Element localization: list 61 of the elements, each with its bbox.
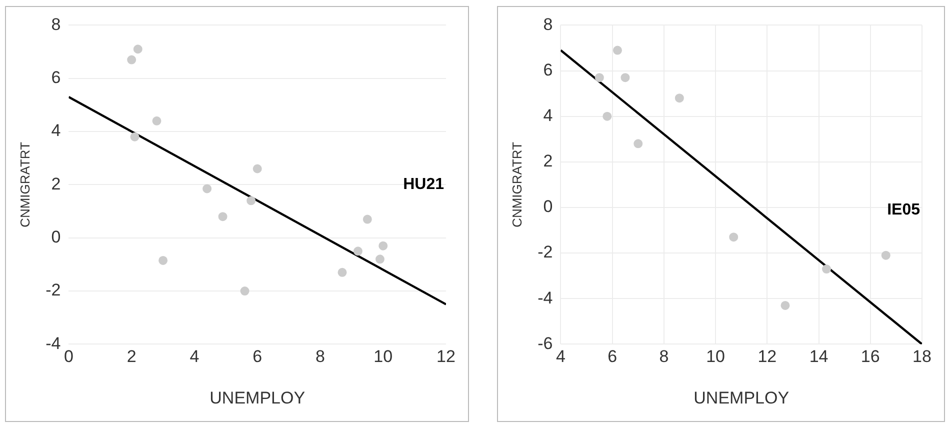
x-axis-title: UNEMPLOY (210, 388, 306, 408)
y-tick-label: 8 (51, 14, 61, 34)
y-tick-label: 4 (543, 106, 553, 126)
point (375, 254, 384, 264)
y-tick-label: 8 (543, 14, 553, 34)
point (127, 55, 136, 64)
x-tick-label: 10 (706, 347, 726, 366)
point (133, 44, 142, 54)
point (240, 286, 250, 296)
x-tick-label: 14 (809, 347, 828, 366)
x-tick-label: 8 (316, 347, 325, 366)
point (620, 73, 630, 82)
y-axis-title: CNMIGRATRT (17, 142, 32, 228)
point (362, 214, 372, 224)
y-tick-label: -6 (538, 334, 553, 353)
annotation: IE05 (887, 202, 920, 219)
x-tick-label: 8 (659, 347, 669, 366)
x-tick-label: 12 (758, 347, 777, 366)
x-tick-label: 12 (436, 347, 456, 366)
point (130, 132, 140, 142)
point (252, 164, 262, 174)
y-tick-label: 6 (51, 68, 61, 88)
point (202, 184, 212, 194)
point (612, 46, 622, 55)
point (602, 112, 612, 121)
point (780, 300, 790, 310)
point (634, 139, 643, 148)
x-tick-label: 10 (374, 347, 393, 366)
y-tick-label: 0 (543, 197, 553, 216)
y-tick-label: 2 (543, 152, 553, 171)
point (353, 246, 362, 256)
x-tick-label: 4 (556, 347, 566, 366)
point (378, 241, 388, 250)
annotation: HU21 (403, 176, 444, 194)
point (822, 264, 832, 274)
x-tick-label: 4 (190, 347, 200, 366)
y-tick-label: -2 (538, 242, 553, 262)
x-tick-label: 16 (860, 347, 880, 366)
point (674, 94, 684, 103)
x-axis-title: UNEMPLOY (694, 388, 790, 408)
y-tick-label: -4 (538, 288, 553, 308)
point (729, 232, 738, 242)
y-tick-label: 6 (543, 60, 553, 80)
x-tick-label: 6 (252, 347, 262, 366)
y-tick-label: 0 (51, 228, 61, 247)
y-tick-label: 2 (51, 174, 61, 194)
x-tick-label: 2 (126, 347, 136, 366)
y-axis-title: CNMIGRATRT (509, 142, 524, 228)
y-tick-label: -4 (46, 334, 61, 353)
point (152, 116, 162, 126)
point (246, 196, 256, 206)
point (881, 250, 890, 260)
point (218, 212, 228, 222)
x-tick-label: 0 (64, 347, 74, 366)
y-tick-label: -2 (46, 280, 61, 300)
x-tick-label: 6 (608, 347, 618, 366)
point (594, 73, 604, 82)
y-tick-label: 4 (51, 121, 61, 140)
x-tick-label: 18 (912, 347, 932, 366)
point (158, 256, 168, 265)
point (338, 268, 347, 277)
